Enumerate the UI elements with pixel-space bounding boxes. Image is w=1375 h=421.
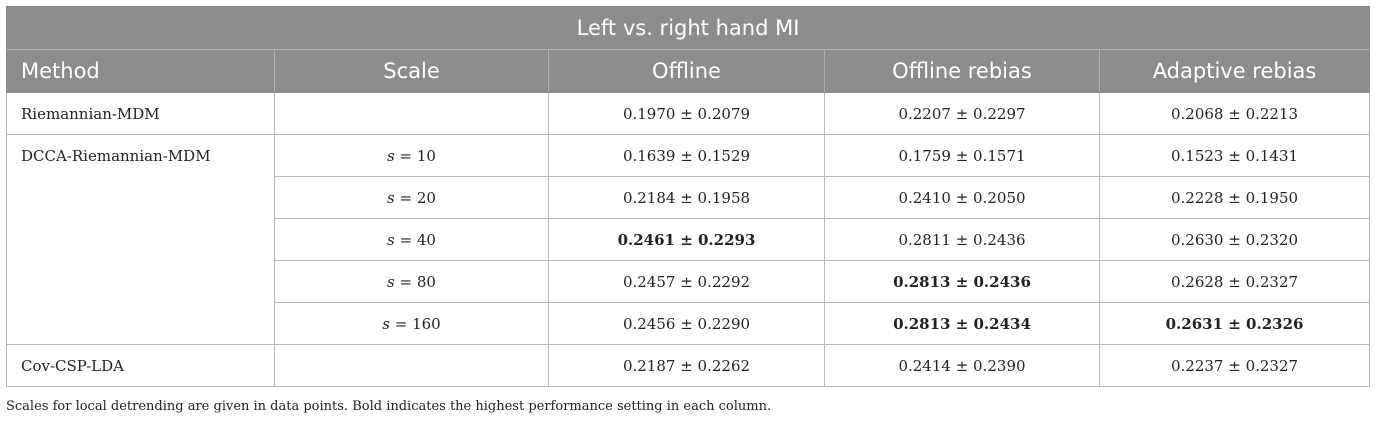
scale-cell <box>274 92 549 135</box>
scale-variable: s <box>387 230 395 249</box>
scale-variable: s <box>387 146 395 165</box>
offline-rebias-cell: 0.2414 ± 0.2390 <box>824 344 1100 387</box>
adaptive-rebias-cell: 0.2068 ± 0.2213 <box>1098 92 1371 135</box>
scale-cell: s = 10 <box>274 134 549 177</box>
method-cell: Cov-CSP-LDA <box>6 344 275 387</box>
scale-value: = 10 <box>394 146 436 165</box>
scale-value: = 40 <box>394 230 436 249</box>
adaptive-rebias-cell: 0.2228 ± 0.1950 <box>1098 176 1371 219</box>
adaptive-rebias-cell: 0.2628 ± 0.2327 <box>1098 260 1371 303</box>
table-footnote: Scales for local detrending are given in… <box>6 399 772 414</box>
table-title-row: Left vs. right hand MI <box>5 6 1371 50</box>
offline-rebias-cell: 0.1759 ± 0.1571 <box>824 134 1100 177</box>
offline-cell: 0.2184 ± 0.1958 <box>548 176 825 219</box>
adaptive-rebias-cell: 0.1523 ± 0.1431 <box>1098 134 1371 177</box>
header-scale: Scale <box>274 49 549 93</box>
scale-variable: s <box>387 272 395 291</box>
adaptive-rebias-cell: 0.2237 ± 0.2327 <box>1098 344 1371 387</box>
scale-cell: s = 160 <box>274 302 549 345</box>
adaptive-rebias-cell: 0.2631 ± 0.2326 <box>1098 302 1371 345</box>
scale-variable: s <box>387 188 395 207</box>
offline-cell: 0.2457 ± 0.2292 <box>548 260 825 303</box>
table-row: s = 40 0.2461 ± 0.2293 0.2811 ± 0.2436 0.26… <box>7 218 1371 261</box>
offline-cell: 0.2456 ± 0.2290 <box>548 302 825 345</box>
scale-cell: s = 80 <box>274 260 549 303</box>
table-row: Riemannian-MDM 0.1970 ± 0.2079 0.2207 ± 0.… <box>6 92 1371 135</box>
scale-variable: s <box>382 314 390 333</box>
scale-cell <box>274 344 549 387</box>
scale-value: = 160 <box>389 314 441 333</box>
table-body: Riemannian-MDM 0.1970 ± 0.2079 0.2207 ± 0.… <box>6 92 1371 387</box>
table-row: DCCA-Riemannian-MDM s = 10 0.1639 ± 0.1529… <box>6 134 1371 345</box>
table-header-row: Method Scale Offline Offline rebias Adap… <box>6 49 1371 93</box>
scale-value: = 20 <box>394 188 436 207</box>
offline-rebias-cell: 0.2410 ± 0.2050 <box>824 176 1100 219</box>
header-adaptive-rebias: Adaptive rebias <box>1098 49 1371 93</box>
results-table-container: Left vs. right hand MI Method Scale Offl… <box>5 6 1371 387</box>
offline-cell: 0.2461 ± 0.2293 <box>548 218 825 261</box>
offline-rebias-cell: 0.2811 ± 0.2436 <box>824 218 1100 261</box>
scale-cell: s = 20 <box>274 176 549 219</box>
scale-cell: s = 40 <box>274 218 549 261</box>
offline-cell: 0.2187 ± 0.2262 <box>548 344 825 387</box>
offline-cell: 0.1639 ± 0.1529 <box>548 134 825 177</box>
table-row: s = 80 0.2457 ± 0.2292 0.2813 ± 0.2436 0.26… <box>7 260 1371 303</box>
table-row: s = 160 0.2456 ± 0.2290 0.2813 ± 0.2434 0.2… <box>7 302 1371 345</box>
header-method: Method <box>6 49 275 93</box>
method-cell: DCCA-Riemannian-MDM <box>6 134 275 345</box>
offline-rebias-cell: 0.2813 ± 0.2436 <box>824 260 1100 303</box>
table-row: s = 20 0.2184 ± 0.1958 0.2410 ± 0.2050 0.22… <box>7 176 1371 219</box>
offline-cell: 0.1970 ± 0.2079 <box>548 92 825 135</box>
method-cell: Riemannian-MDM <box>6 92 275 135</box>
header-offline: Offline <box>548 49 825 93</box>
table-row: Cov-CSP-LDA 0.2187 ± 0.2262 0.2414 ± 0.239… <box>6 344 1371 387</box>
adaptive-rebias-cell: 0.2630 ± 0.2320 <box>1098 218 1371 261</box>
offline-rebias-cell: 0.2813 ± 0.2434 <box>824 302 1100 345</box>
header-offline-rebias: Offline rebias <box>824 49 1100 93</box>
table-title: Left vs. right hand MI <box>5 6 1371 50</box>
offline-rebias-cell: 0.2207 ± 0.2297 <box>824 92 1100 135</box>
scale-value: = 80 <box>394 272 436 291</box>
results-table: Left vs. right hand MI Method Scale Offl… <box>5 6 1371 387</box>
